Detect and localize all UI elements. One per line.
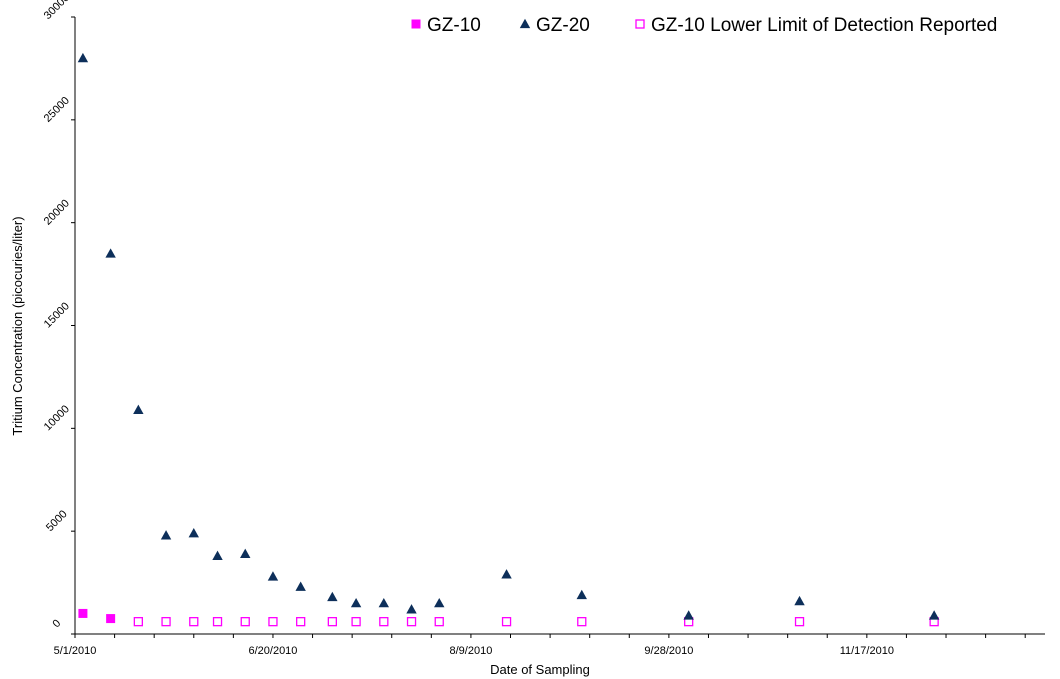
data-point xyxy=(406,604,417,614)
data-point xyxy=(576,589,587,600)
data-point xyxy=(296,617,306,627)
y-axis-ticks: 0 5000 10000 15000 20000 25000 30000 xyxy=(42,0,75,635)
legend-marker xyxy=(635,19,645,29)
data-point xyxy=(928,610,940,620)
y-tick-label: 25000 xyxy=(42,95,72,125)
x-tick-label: 5/1/2010 xyxy=(54,645,97,657)
y-tick-label: 0 xyxy=(50,617,63,630)
data-point xyxy=(378,597,390,608)
data-point xyxy=(105,248,116,258)
data-point xyxy=(160,530,172,540)
legend-marker xyxy=(411,19,421,29)
y-tick-label: 15000 xyxy=(42,300,72,330)
data-point xyxy=(133,404,144,414)
x-axis-title: Date of Sampling xyxy=(490,662,590,677)
series-layer xyxy=(77,52,940,627)
data-point xyxy=(501,617,512,627)
data-point xyxy=(133,617,143,627)
data-point xyxy=(161,617,171,627)
data-point xyxy=(188,528,199,538)
data-point xyxy=(351,617,361,627)
x-tick-label: 6/20/2010 xyxy=(248,645,297,657)
data-point xyxy=(268,617,278,627)
data-point xyxy=(794,595,805,606)
data-point xyxy=(406,617,417,627)
legend-item: GZ-20 xyxy=(519,15,590,36)
data-point xyxy=(77,52,89,63)
data-point xyxy=(240,617,250,627)
data-point xyxy=(577,617,587,627)
series-1 xyxy=(77,52,940,620)
series-2 xyxy=(133,617,939,627)
x-axis-ticks: 5/1/2010 6/20/2010 8/9/2010 9/28/2010 11/17/… xyxy=(54,634,1026,657)
data-point xyxy=(379,617,389,627)
data-point xyxy=(212,550,223,561)
legend-label: GZ-10 xyxy=(427,15,481,36)
x-tick-label: 8/9/2010 xyxy=(450,645,493,657)
plot-area xyxy=(74,17,1045,635)
data-point xyxy=(434,617,444,627)
legend-label: GZ-20 xyxy=(536,15,590,36)
data-point xyxy=(501,569,512,579)
data-point xyxy=(327,617,337,627)
x-tick-label: 9/28/2010 xyxy=(644,645,693,657)
data-point xyxy=(327,591,338,602)
legend-label: GZ-10 Lower Limit of Detection Reported xyxy=(651,15,997,36)
data-point xyxy=(350,597,362,608)
data-point xyxy=(240,548,251,558)
data-point xyxy=(267,571,279,581)
y-tick-label: 10000 xyxy=(42,403,72,433)
y-tick-label: 5000 xyxy=(44,508,70,534)
data-point xyxy=(794,617,805,627)
data-point xyxy=(189,617,199,627)
data-point xyxy=(434,597,445,608)
y-tick-label: 30000 xyxy=(42,0,72,22)
legend-item: GZ-10 Lower Limit of Detection Reported xyxy=(635,15,997,36)
series-0 xyxy=(78,608,116,624)
data-point xyxy=(683,610,694,620)
legend-item: GZ-10 xyxy=(411,15,481,36)
legend: GZ-10 GZ-20 GZ-10 Lower Limit of Detection… xyxy=(411,15,997,36)
y-tick-label: 20000 xyxy=(42,197,72,227)
y-axis-title: Tritium Concentration (picocuries/liter) xyxy=(10,216,25,435)
data-point xyxy=(212,617,223,627)
data-point xyxy=(78,608,88,618)
data-point xyxy=(295,581,306,591)
legend-marker xyxy=(519,18,531,29)
x-tick-label: 11/17/2010 xyxy=(840,645,894,657)
data-point xyxy=(106,614,116,624)
